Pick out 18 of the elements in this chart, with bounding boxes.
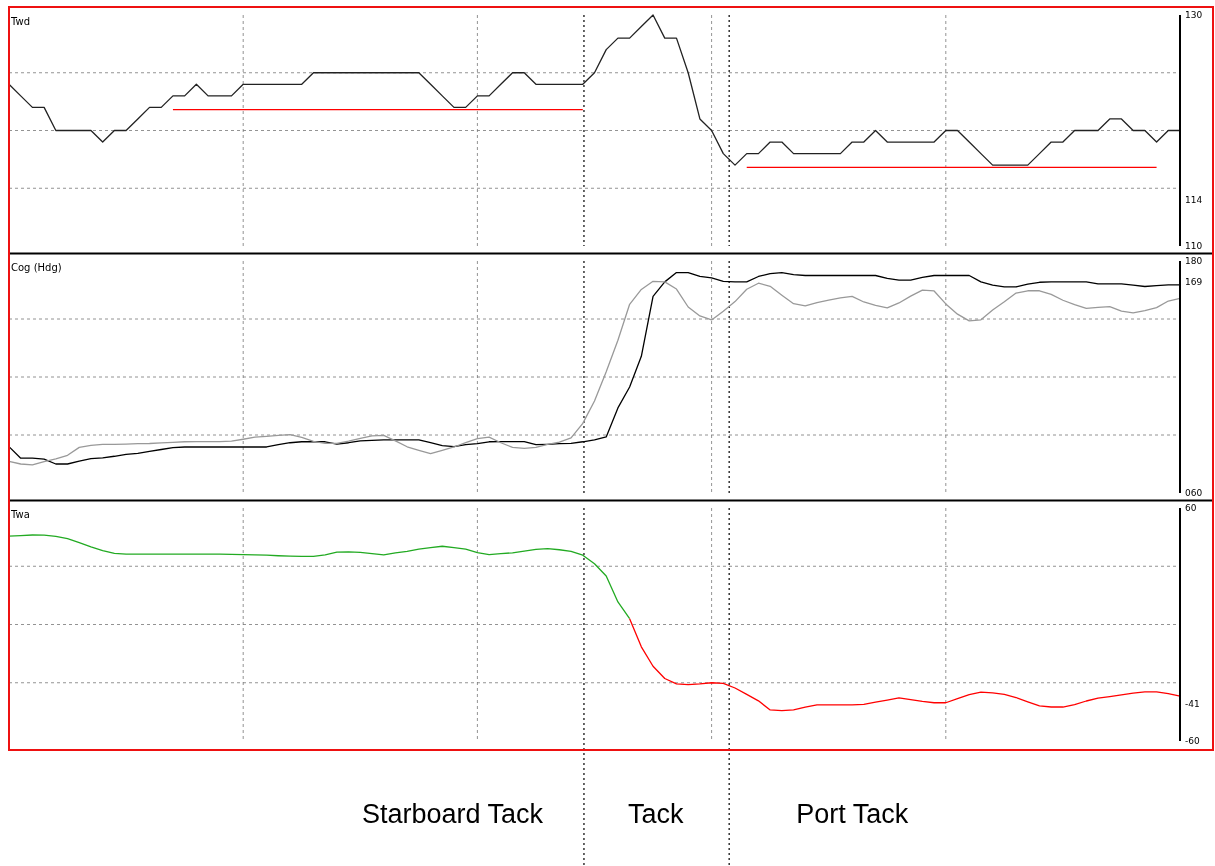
line-series [8,14,1181,166]
y-tick-label: -60 [1185,736,1200,747]
line-series [628,618,1181,712]
y-tick-label: -41 [1185,699,1200,710]
y-tick-label: 060 [1185,488,1203,499]
chart-title: Cog (Hdg) [11,262,62,273]
y-tick-label: 60 [1185,503,1197,514]
y-tick-label: 169 [1185,277,1203,288]
text: Tack [627,799,684,829]
chart-title: Twa [10,509,30,520]
y-tick-label: 110 [1185,241,1203,252]
chart-title: Twd [10,16,30,27]
line-series [8,534,631,620]
y-tick-label: 130 [1185,10,1203,21]
y-tick-label: 114 [1185,194,1203,205]
y-tick-label: 180 [1185,256,1203,267]
text: Port Tack [796,799,909,829]
text: Starboard Tack [361,799,544,829]
